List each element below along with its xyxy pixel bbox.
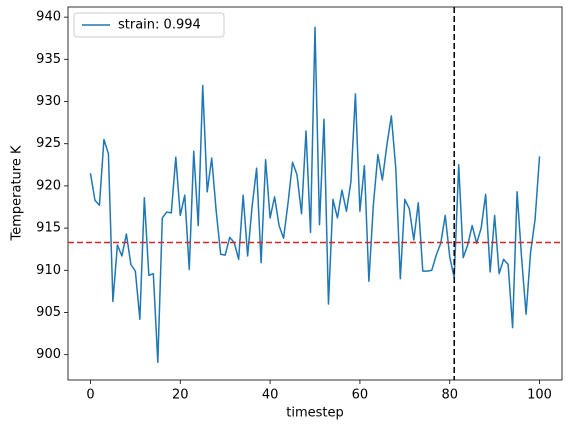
plot-frame (67, 6, 563, 381)
y-axis-label: Temperature K (10, 145, 25, 241)
x-axis-label: timestep (286, 406, 344, 421)
x-tick-label: 0 (86, 388, 94, 403)
y-tick-label: 925 (36, 136, 61, 151)
legend-box (73, 12, 225, 38)
legend-label: strain: 0.994 (118, 18, 201, 33)
y-tick-label: 905 (36, 305, 61, 320)
x-tick-label: 100 (527, 388, 552, 403)
y-tick-label: 900 (36, 347, 61, 362)
x-tick-label: 20 (172, 388, 189, 403)
x-tick-label: 40 (262, 388, 279, 403)
x-tick-label: 60 (352, 388, 369, 403)
y-tick-label: 930 (36, 94, 61, 109)
y-tick-label: 920 (36, 178, 61, 193)
y-tick-label: 935 (36, 52, 61, 67)
x-tick-label: 80 (441, 388, 458, 403)
y-tick-label: 910 (36, 263, 61, 278)
y-tick-label: 940 (36, 10, 61, 25)
series-line (89, 26, 541, 364)
y-tick-label: 915 (36, 221, 61, 236)
